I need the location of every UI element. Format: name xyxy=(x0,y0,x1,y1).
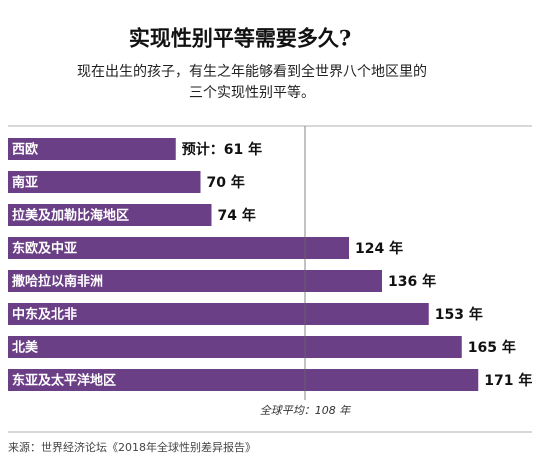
bar xyxy=(8,237,349,259)
value-label: 165 年 xyxy=(468,339,516,356)
category-label: 撒哈拉以南非洲 xyxy=(12,274,103,290)
category-label: 南亚 xyxy=(12,175,38,191)
value-label: 136 年 xyxy=(388,273,436,290)
bar xyxy=(8,138,176,160)
bar xyxy=(8,336,462,358)
value-label: 124 年 xyxy=(355,240,403,257)
bar xyxy=(8,369,479,391)
category-label: 中东及北非 xyxy=(12,307,77,323)
bar xyxy=(8,303,429,325)
value-label: 74 年 xyxy=(218,207,256,224)
value-label: 预计：61 年 xyxy=(182,141,262,158)
chart-title: 实现性别平等需要多久? xyxy=(129,26,351,51)
value-label: 171 年 xyxy=(484,372,532,389)
category-label: 西欧 xyxy=(12,142,38,158)
bar xyxy=(8,270,382,292)
category-label: 拉美及加勒比海地区 xyxy=(12,208,129,224)
category-label: 东欧及中亚 xyxy=(12,241,77,257)
category-label: 东亚及太平洋地区 xyxy=(12,373,116,389)
bar xyxy=(8,204,212,226)
subtitle: 现在出生的孩子，有生之年能够看到全世界八个地区里的 xyxy=(77,63,427,80)
value-label: 153 年 xyxy=(435,306,483,323)
bar xyxy=(8,171,201,193)
value-label: 70 年 xyxy=(207,174,245,191)
source: 来源：世界经济论坛《2018年全球性别差异报告》 xyxy=(8,440,256,454)
subtitle: 三个实现性别平等。 xyxy=(189,84,315,101)
reference-label: 全球平均：108 年 xyxy=(260,404,351,417)
category-label: 北美 xyxy=(12,340,39,356)
